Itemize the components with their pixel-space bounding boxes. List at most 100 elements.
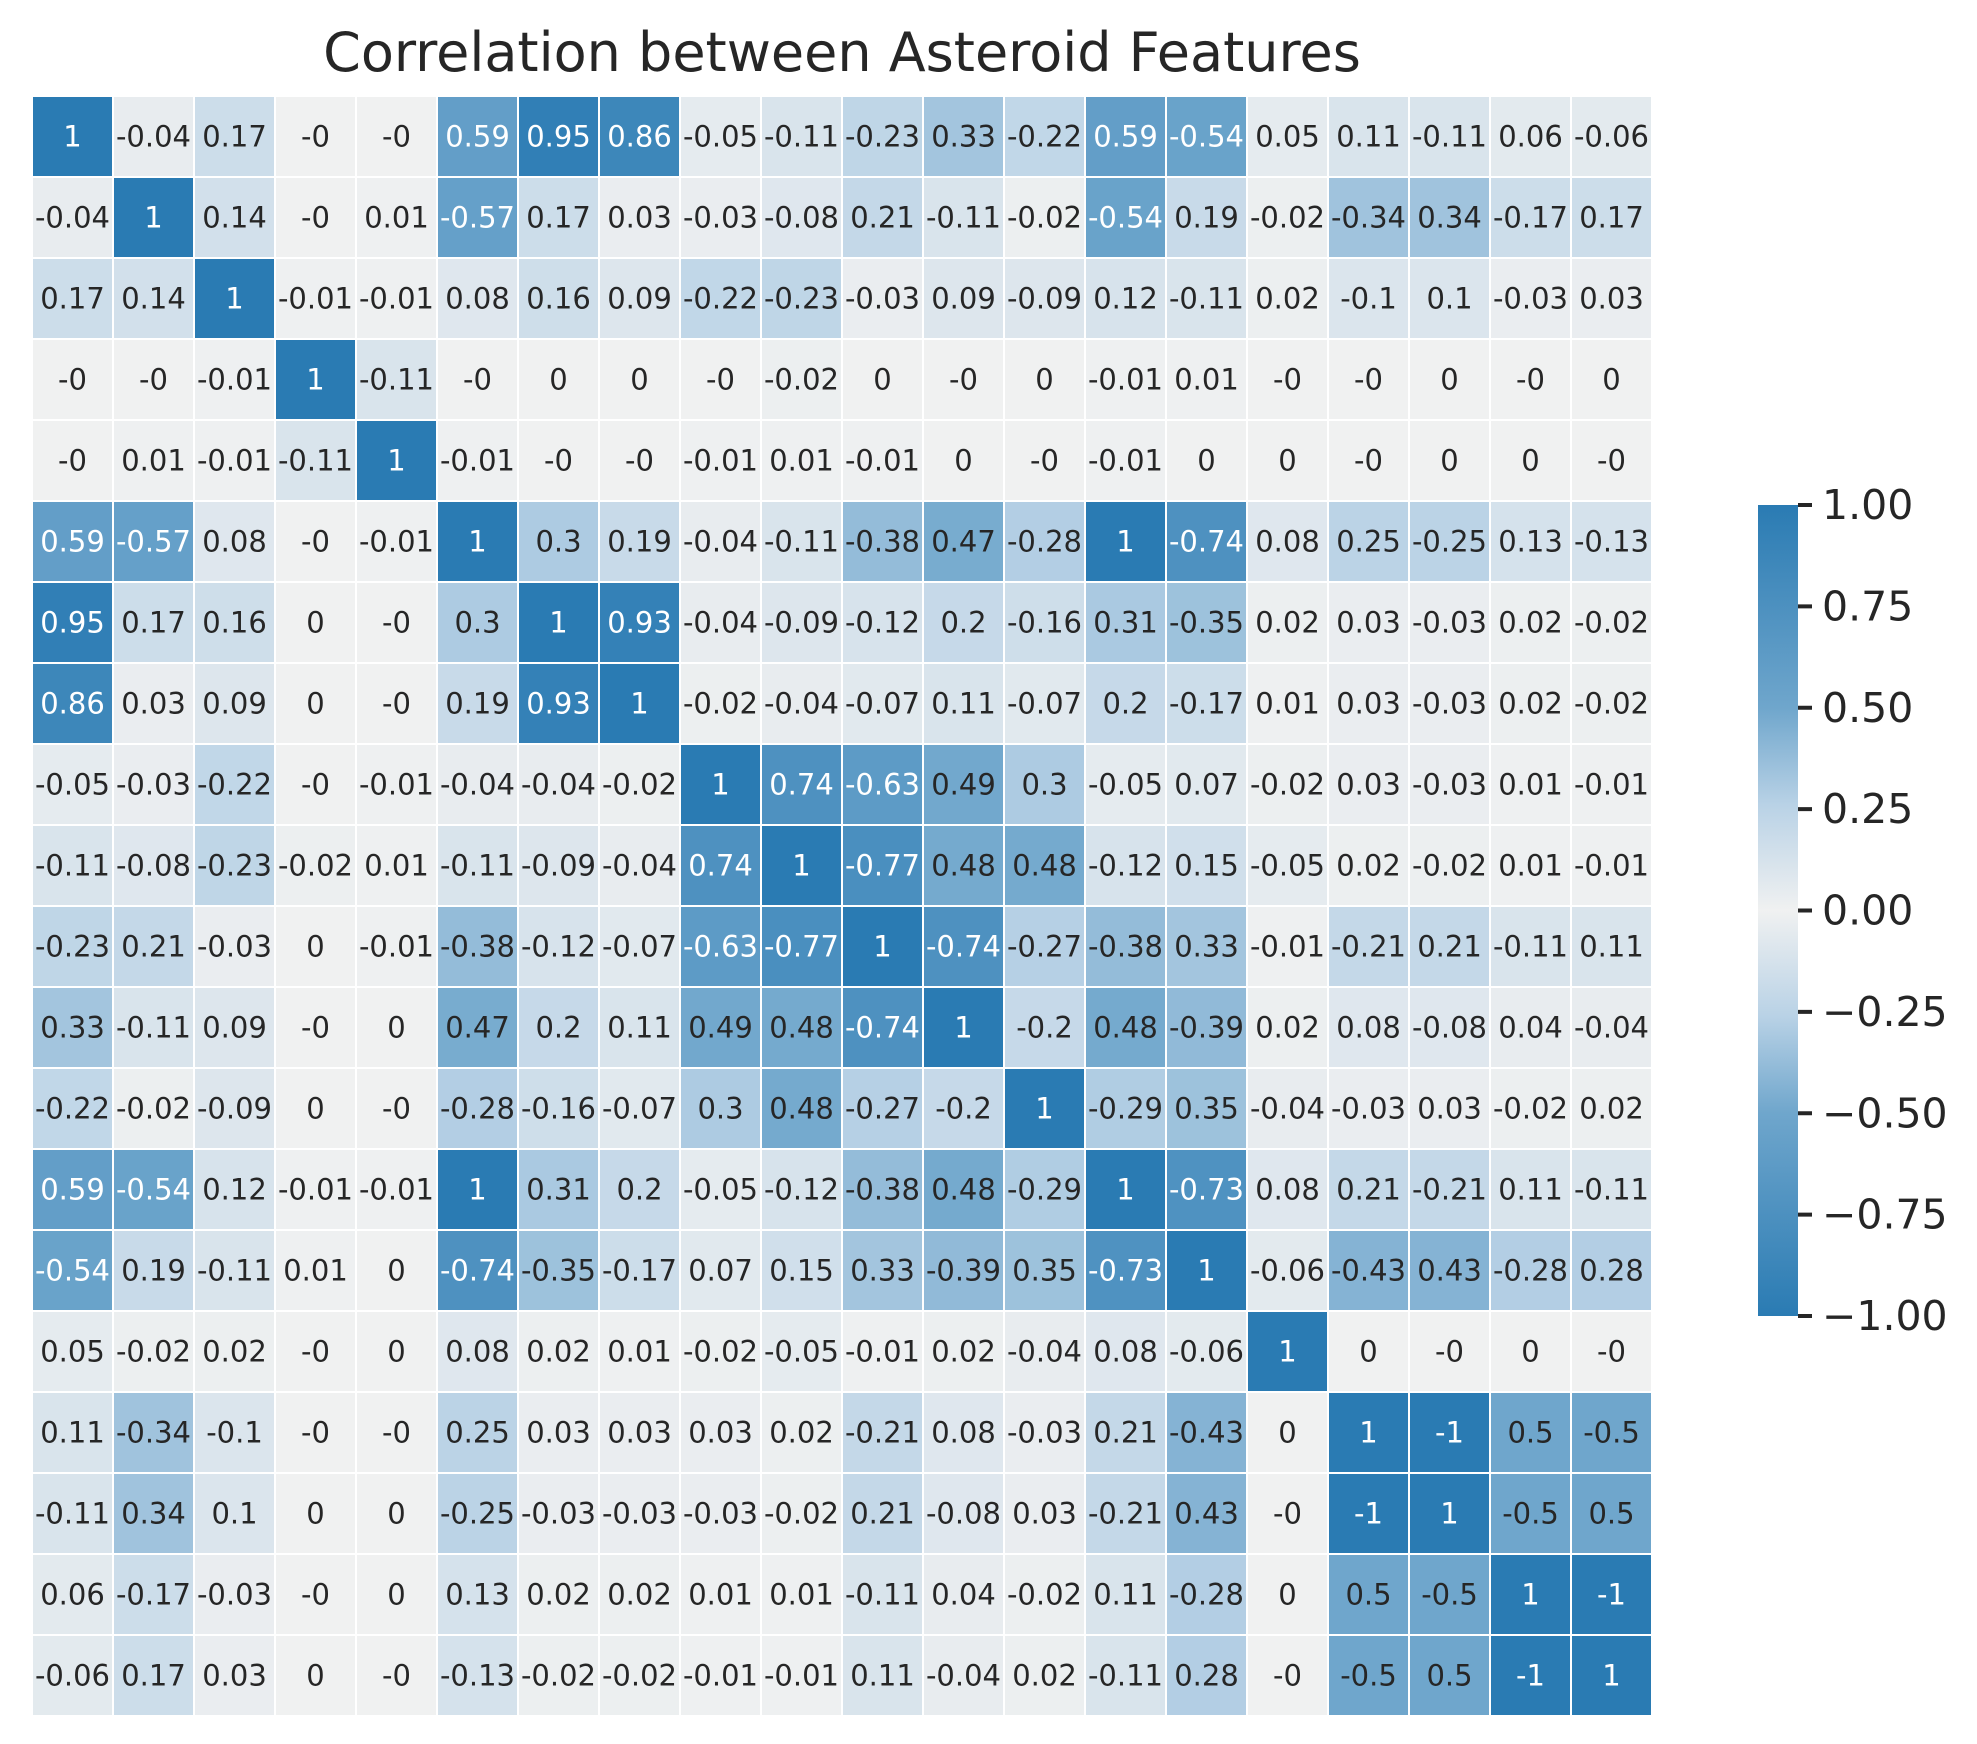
heatmap-cell	[1084, 662, 1167, 745]
cell-label: -0.11	[1169, 282, 1244, 316]
cell-label: -0.25	[440, 1497, 515, 1531]
cell-label: 0.59	[40, 1173, 105, 1207]
cell-label: -0.06	[1169, 1335, 1244, 1369]
cell-label: 0.17	[1579, 201, 1644, 235]
cell-label: -0.77	[764, 930, 839, 964]
heatmap-cell	[1003, 824, 1086, 907]
cell-label: -0.04	[35, 201, 110, 235]
heatmap-cell	[841, 1472, 924, 1555]
cell-label: 1	[63, 120, 81, 154]
heatmap-cell	[1408, 1472, 1491, 1555]
heatmap-cell	[1003, 1391, 1086, 1474]
cell-label: 0.48	[1012, 849, 1077, 883]
cell-label: 0.08	[1336, 1011, 1401, 1045]
heatmap-cell	[598, 1391, 681, 1474]
cell-label: 0.5	[1588, 1497, 1634, 1531]
cell-label: -0.27	[1007, 930, 1082, 964]
cell-label: -0.11	[197, 1254, 272, 1288]
cell-label: -0.01	[197, 363, 272, 397]
heatmap-cell	[193, 824, 276, 907]
cell-label: 0.11	[607, 1011, 672, 1045]
cell-label: -0.03	[116, 768, 191, 802]
cell-label: 0	[1197, 444, 1215, 478]
heatmap-cell	[1327, 1148, 1410, 1231]
heatmap-cell	[193, 1067, 276, 1150]
cell-label: 0.31	[1093, 606, 1158, 640]
heatmap-cell	[598, 662, 681, 745]
cell-label: -0.13	[1574, 525, 1649, 559]
cell-label: -0.06	[35, 1659, 110, 1693]
cell-label: -0.16	[521, 1092, 596, 1126]
cell-label: 0.34	[121, 1497, 186, 1531]
heatmap-cell	[1408, 1229, 1491, 1312]
cell-label: 0.25	[445, 1416, 510, 1450]
cell-label: -0.28	[1493, 1254, 1568, 1288]
cell-label: -0.04	[1574, 1011, 1649, 1045]
heatmap-cell	[1489, 824, 1572, 907]
cell-label: -0.2	[1016, 1011, 1073, 1045]
heatmap-cell	[193, 1391, 276, 1474]
cell-label: 0.93	[607, 606, 672, 640]
cell-label: -0.12	[845, 606, 920, 640]
cell-label: -0	[382, 1092, 411, 1126]
heatmap-cell	[1489, 1553, 1572, 1636]
heatmap-cell	[1489, 419, 1572, 502]
cell-label: 0.01	[364, 849, 429, 883]
cell-label: 0.21	[850, 201, 915, 235]
cell-label: -0	[949, 363, 978, 397]
cell-label: -0	[1354, 444, 1383, 478]
cell-label: -0.57	[116, 525, 191, 559]
cell-label: -0.02	[602, 768, 677, 802]
heatmap-cell	[31, 257, 114, 340]
heatmap-cell	[598, 581, 681, 664]
cell-label: -0.11	[35, 1497, 110, 1531]
heatmap-cell	[517, 257, 600, 340]
heatmap-cell	[679, 662, 762, 745]
cell-label: -0.2	[935, 1092, 992, 1126]
cell-label: -0.1	[206, 1416, 263, 1450]
cell-label: 1	[1035, 1092, 1053, 1126]
heatmap-cell	[31, 1634, 114, 1717]
cell-label: 0.49	[688, 1011, 753, 1045]
heatmap-cell	[1003, 1229, 1086, 1312]
cell-label: 0.2	[535, 1011, 581, 1045]
cell-label: 0.01	[1174, 363, 1239, 397]
cell-label: -0.11	[116, 1011, 191, 1045]
heatmap-cell	[1489, 743, 1572, 826]
cell-label: -0.07	[602, 930, 677, 964]
cell-label: 0.02	[1012, 1659, 1077, 1693]
cell-label: 0.19	[607, 525, 672, 559]
heatmap-cell	[193, 338, 276, 421]
cell-label: 0	[1440, 363, 1458, 397]
cell-label: -0.38	[1088, 930, 1163, 964]
heatmap-cell	[1570, 986, 1653, 1069]
cell-label: 0	[1440, 444, 1458, 478]
cell-label: -0	[301, 1011, 330, 1045]
heatmap-cell	[1408, 1067, 1491, 1150]
cell-label: 1	[144, 201, 162, 235]
heatmap-cell	[193, 905, 276, 988]
cell-label: -0.02	[1574, 606, 1649, 640]
cell-label: -0.01	[278, 1173, 353, 1207]
cell-label: 0	[306, 1497, 324, 1531]
cell-label: -0	[301, 1416, 330, 1450]
heatmap-cell	[1246, 1067, 1329, 1150]
cell-label: -0	[1030, 444, 1059, 478]
cell-label: -0.03	[1331, 1092, 1406, 1126]
cell-label: 0.95	[40, 606, 105, 640]
heatmap-cell	[1489, 176, 1572, 259]
cell-label: -0.02	[764, 363, 839, 397]
cell-label: 0.09	[202, 687, 267, 721]
cell-label: 0.01	[1498, 849, 1563, 883]
heatmap-cell	[274, 1472, 357, 1555]
heatmap-cell	[31, 581, 114, 664]
heatmap-cell	[1084, 1229, 1167, 1312]
cell-label: -0.04	[683, 606, 758, 640]
cell-label: -0.08	[116, 849, 191, 883]
cell-label: 0.19	[445, 687, 510, 721]
colorbar-tick-label: 0.00	[1822, 887, 1913, 935]
cell-label: -0.74	[926, 930, 1001, 964]
cell-label: -0.73	[1088, 1254, 1163, 1288]
cell-label: -0.09	[1007, 282, 1082, 316]
cell-label: 0.59	[445, 120, 510, 154]
